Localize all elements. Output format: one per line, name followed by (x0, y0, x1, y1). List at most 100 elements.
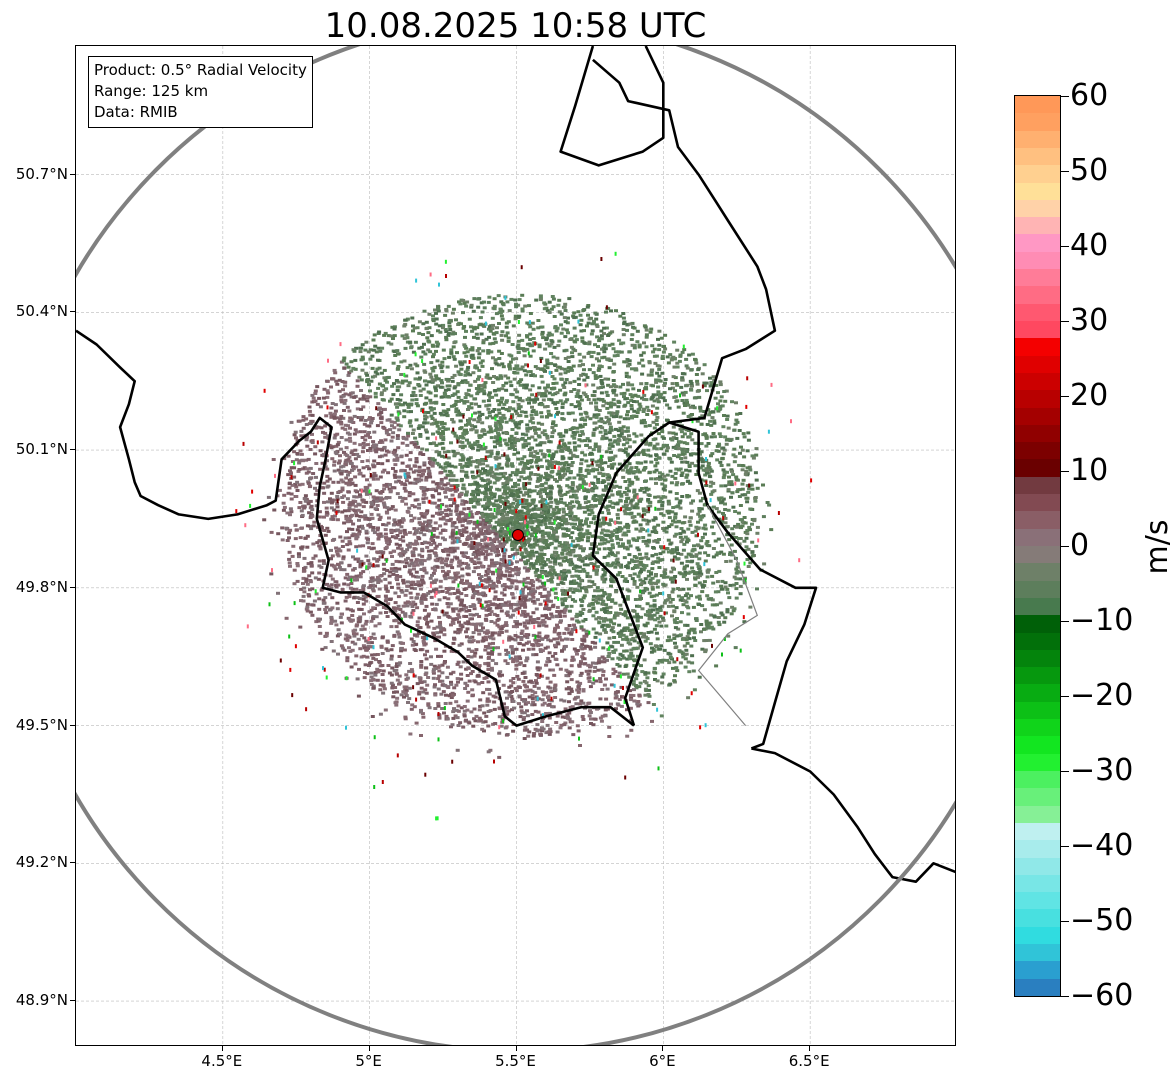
colorbar-tick (1061, 96, 1069, 97)
lat-tick (70, 173, 75, 175)
colorbar-segment (1015, 164, 1060, 183)
lat-tick (70, 724, 75, 726)
colorbar-unit-label: m/s (1140, 519, 1171, 575)
colorbar-segment (1015, 960, 1060, 979)
colorbar-tick-label: −50 (1070, 903, 1134, 938)
colorbar-tick-label: 50 (1070, 153, 1109, 188)
colorbar-tick-label: −40 (1070, 828, 1134, 863)
colorbar-segment (1015, 822, 1060, 841)
colorbar-segment (1015, 476, 1060, 495)
lat-tick-label: 49.5°N (15, 715, 68, 734)
lat-tick (70, 449, 75, 451)
lat-tick-label: 50.1°N (15, 440, 68, 459)
radar-map[interactable] (75, 45, 956, 1046)
colorbar-segment (1015, 233, 1060, 252)
lon-tick (662, 1046, 664, 1051)
lat-tick-label: 50.7°N (15, 164, 68, 183)
colorbar-tick-label: 0 (1070, 528, 1090, 563)
lat-tick-label: 49.2°N (15, 853, 68, 872)
colorbar-tick-label: 40 (1070, 228, 1109, 263)
colorbar-segment (1015, 458, 1060, 477)
lon-tick-label: 6.5°E (788, 1052, 830, 1070)
colorbar-segment (1015, 181, 1060, 200)
colorbar-segment (1015, 597, 1060, 616)
colorbar-segment (1015, 251, 1060, 270)
colorbar-segment (1015, 337, 1060, 356)
colorbar-segment (1015, 406, 1060, 425)
colorbar-segment (1015, 303, 1060, 321)
lon-tick-label: 6°E (649, 1052, 676, 1070)
chart-title: 10.08.2025 10:58 UTC (324, 6, 707, 46)
colorbar-segment (1015, 147, 1060, 166)
country-border (591, 421, 818, 750)
colorbar-tick-label: 60 (1070, 78, 1109, 113)
colorbar-segment (1015, 320, 1060, 339)
lon-tick (221, 1046, 223, 1051)
colorbar-segment (1015, 735, 1060, 754)
lat-tick (70, 862, 75, 864)
lon-tick (809, 1046, 811, 1051)
colorbar-tick (1061, 696, 1069, 697)
colorbar-tick (1061, 546, 1069, 547)
country-border (751, 747, 955, 883)
colorbar-segment (1015, 649, 1060, 668)
colorbar-segment (1015, 285, 1060, 304)
colorbar-segment (1015, 701, 1060, 720)
colorbar-segment (1015, 908, 1060, 927)
lat-tick-label: 48.9°N (15, 991, 68, 1010)
colorbar-tick (1061, 471, 1069, 472)
map-canvas (76, 46, 955, 1045)
colorbar-tick (1061, 921, 1069, 922)
colorbar-segment (1015, 943, 1060, 962)
colorbar-segment (1015, 856, 1060, 875)
country-border (592, 58, 777, 424)
colorbar-tick (1061, 621, 1069, 622)
colorbar-segment (1015, 614, 1060, 633)
colorbar (1014, 95, 1061, 997)
lat-tick (70, 586, 75, 588)
country-border (76, 329, 635, 727)
colorbar-segment (1015, 441, 1060, 460)
colorbar-segment (1015, 978, 1060, 996)
colorbar-tick-label: 20 (1070, 378, 1109, 413)
colorbar-segment (1015, 580, 1060, 598)
info-box: Product: 0.5° Radial Velocity Range: 125… (88, 56, 313, 128)
radar-echoes (235, 251, 813, 821)
colorbar-segment (1015, 528, 1060, 546)
colorbar-segment (1015, 424, 1060, 443)
colorbar-tick (1061, 846, 1069, 847)
colorbar-segment (1015, 874, 1060, 893)
colorbar-segment (1015, 718, 1060, 737)
colorbar-tick (1061, 171, 1069, 172)
product-label: Product: 0.5° Radial Velocity (94, 61, 307, 79)
colorbar-segment (1015, 199, 1060, 218)
colorbar-tick-label: −30 (1070, 753, 1134, 788)
colorbar-tick-label: 30 (1070, 303, 1109, 338)
colorbar-segment (1015, 839, 1060, 858)
colorbar-segment (1015, 805, 1060, 823)
radar-site-marker (511, 529, 524, 542)
colorbar-segment (1015, 787, 1060, 806)
colorbar-segment (1015, 666, 1060, 685)
country-border (559, 46, 665, 167)
lat-tick-label: 49.8°N (15, 577, 68, 596)
colorbar-tick (1061, 996, 1069, 997)
colorbar-segment (1015, 683, 1060, 702)
colorbar-segment (1015, 355, 1060, 373)
colorbar-segment (1015, 130, 1060, 148)
colorbar-segment (1015, 389, 1060, 408)
colorbar-segment (1015, 926, 1060, 945)
colorbar-tick (1061, 246, 1069, 247)
canton-border (697, 504, 759, 726)
lon-tick-label: 4.5°E (201, 1052, 243, 1070)
range-label: Range: 125 km (94, 82, 209, 100)
colorbar-tick (1061, 321, 1069, 322)
lon-tick-label: 5°E (355, 1052, 382, 1070)
colorbar-segment (1015, 891, 1060, 910)
colorbar-tick (1061, 771, 1069, 772)
data-source-label: Data: RMIB (94, 103, 178, 121)
colorbar-segment (1015, 631, 1060, 650)
colorbar-tick-label: −20 (1070, 678, 1134, 713)
lat-tick-label: 50.4°N (15, 302, 68, 321)
colorbar-segment (1015, 770, 1060, 789)
